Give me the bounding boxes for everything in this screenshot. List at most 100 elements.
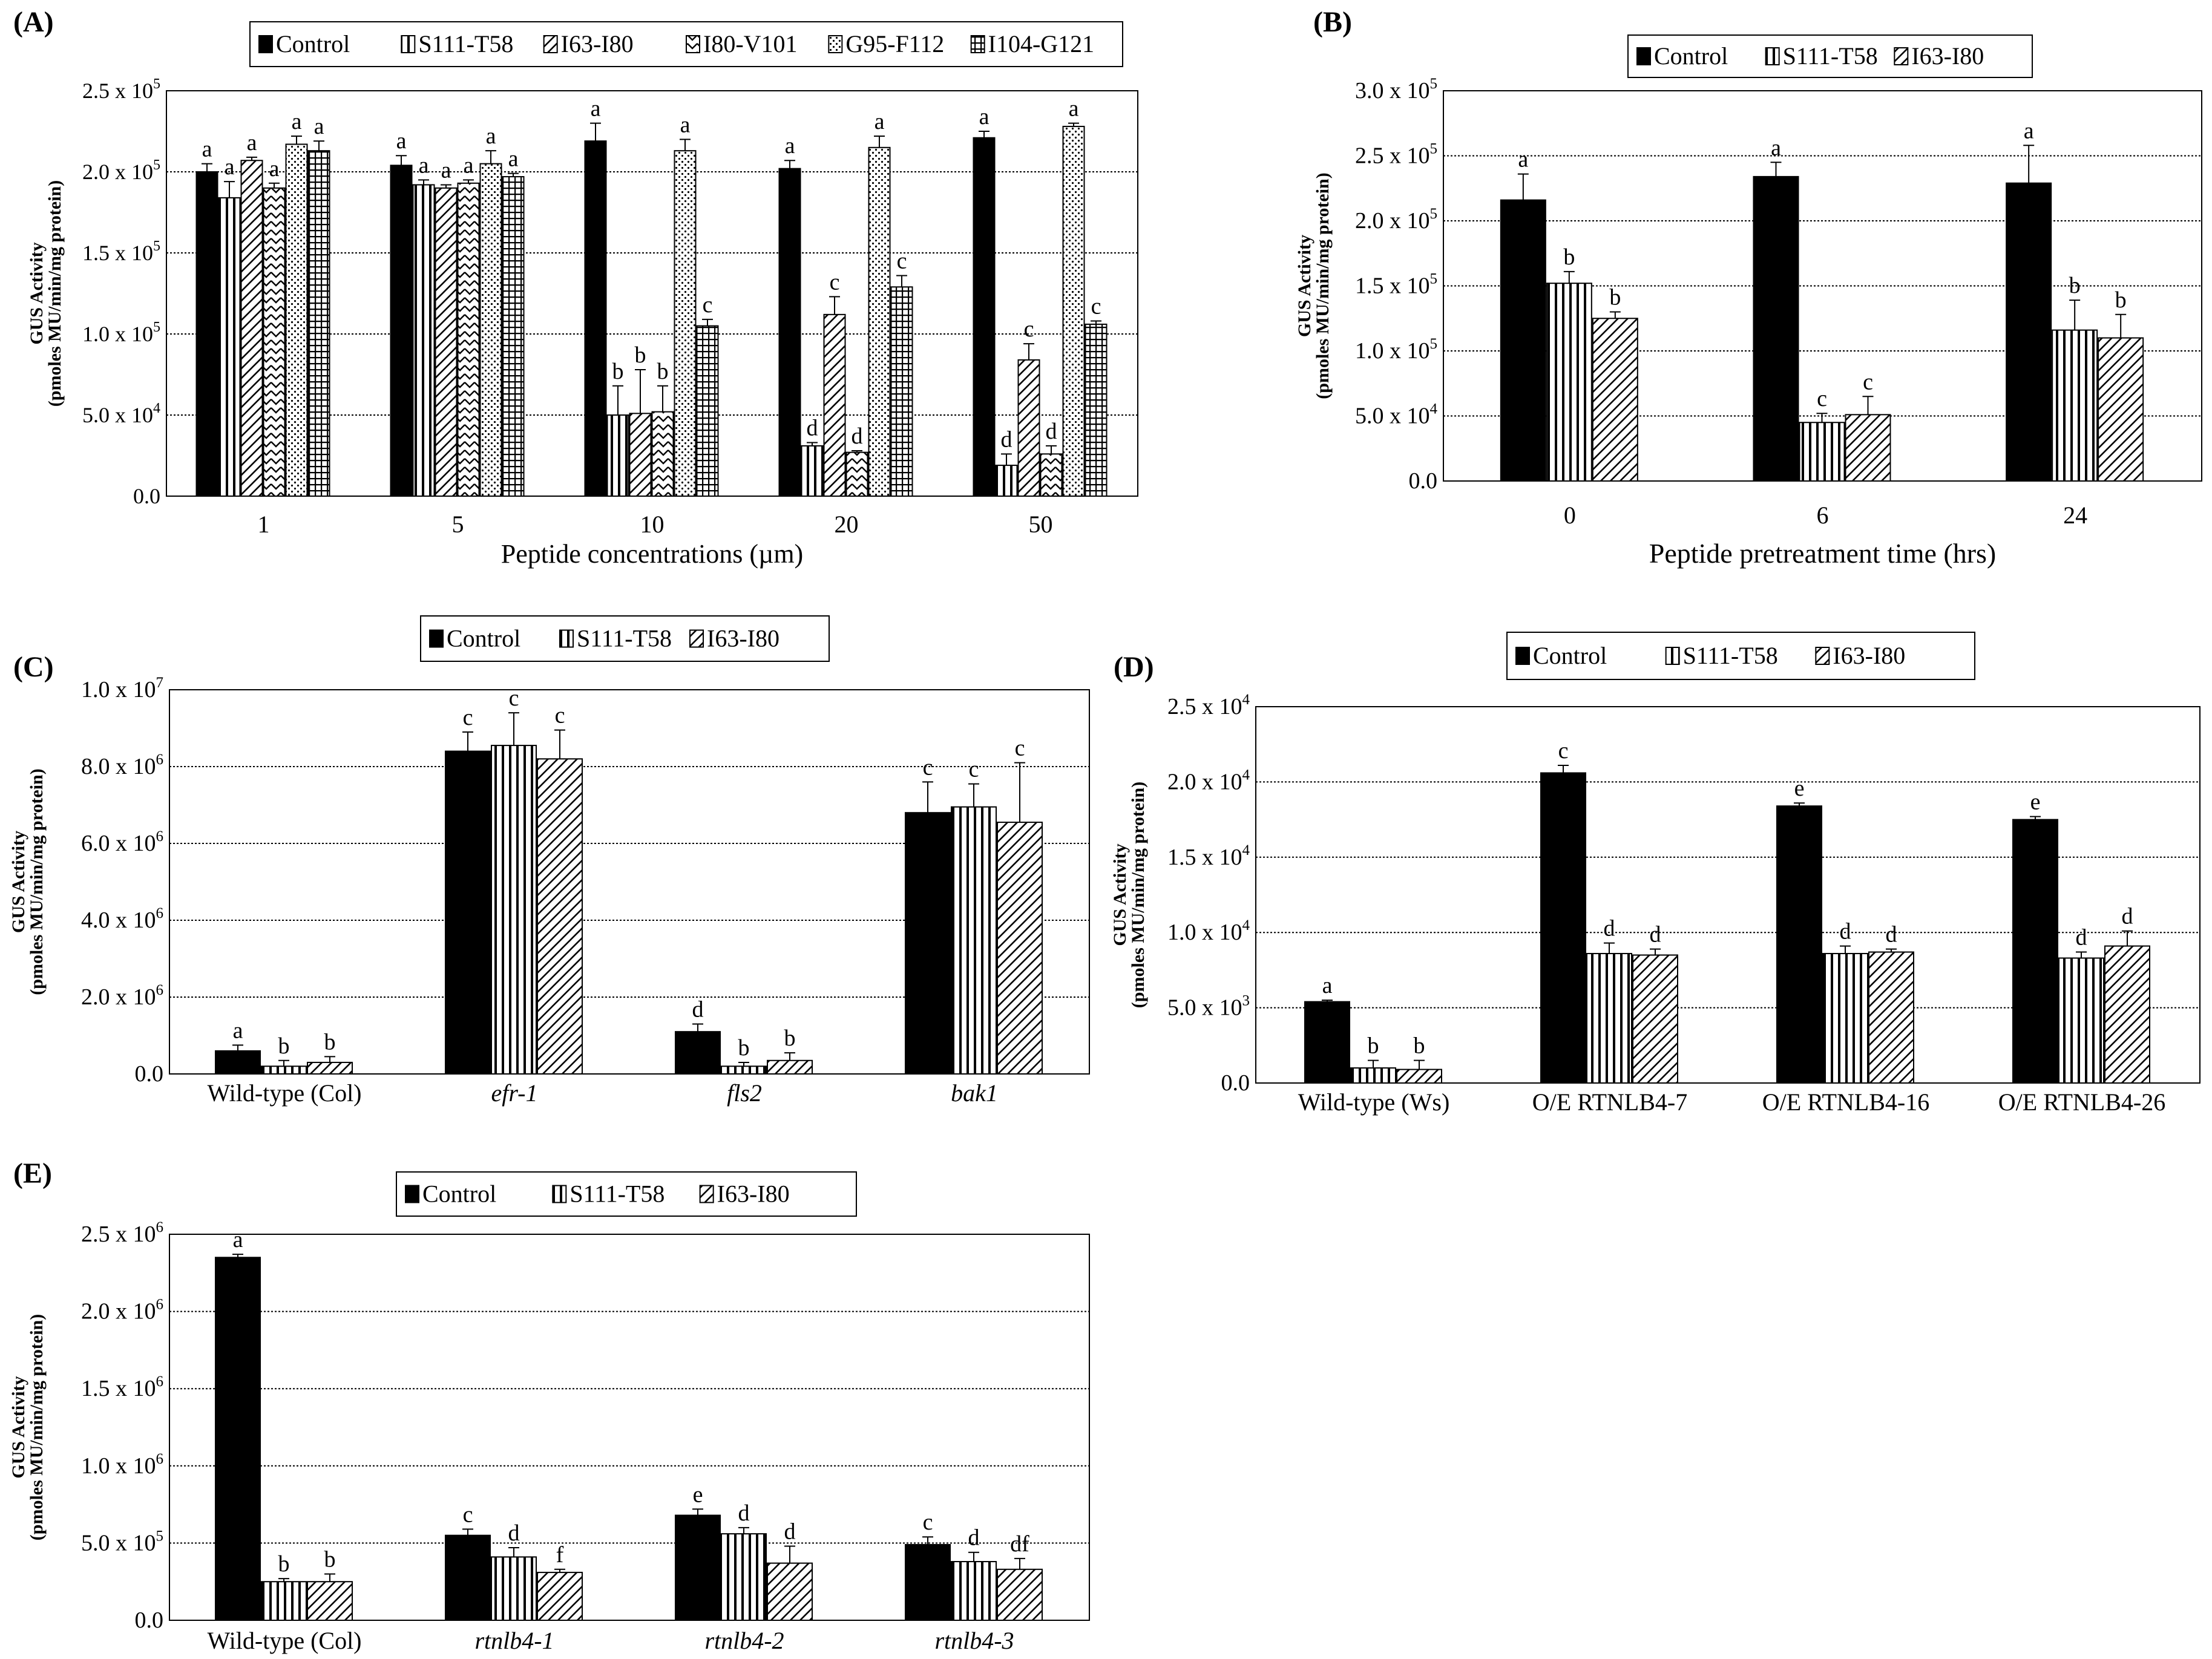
error-bar (202, 163, 212, 172)
x-tick-label: O/E RTNLB4-26 (1998, 1088, 2165, 1116)
error-bar (396, 155, 407, 166)
bar-s111-t58-efr-1 (491, 745, 537, 1075)
error-bar (1770, 162, 1782, 177)
y-axis-label-line2: (pmoles MU/min/mg protein) (27, 1314, 47, 1540)
panel-label: (C) (13, 651, 54, 683)
legend-label-i104-g121: I104-G121 (988, 30, 1095, 57)
bar-i63-i80-o-e-rtnlb4-26 (2104, 945, 2150, 1084)
y-tick-label: 1.5 x 104 (1167, 842, 1250, 870)
error-bar (246, 156, 257, 161)
legend-label-i63-i80: I63-I80 (707, 625, 779, 652)
error-bar (738, 1526, 749, 1534)
bar-control-6 (1753, 175, 1799, 482)
significance-letter: c (463, 705, 473, 730)
x-tick-label: 10 (640, 511, 665, 538)
significance-letter: e (1794, 776, 1805, 801)
bar-control-o-e-rtnlb4-26 (2012, 819, 2058, 1084)
y-tick-label: 0.0 (135, 1061, 164, 1087)
x-tick-label: O/E RTNLB4-16 (1762, 1088, 1929, 1116)
bar-control-1 (195, 171, 218, 497)
error-bar (922, 781, 933, 813)
y-axis-label-line1: GUS Activity (1295, 235, 1314, 337)
bar-control-wild-type-col (215, 1050, 261, 1075)
panel-b: (B) a a a b c b b c b 0.0 5.0 x 104 1.0 x 105 1.5 x 1… (1295, 6, 2202, 569)
error-bar (1609, 311, 1621, 319)
bar-control-24 (2006, 182, 2052, 482)
legend: Control S111-T58 I63-I80 I80-V101 G95-F112 I1… (249, 21, 1123, 67)
significance-letter: d (738, 1500, 750, 1526)
significance-letter: a (396, 128, 407, 154)
significance-letter: a (2024, 118, 2034, 143)
legend-box (1627, 34, 2033, 78)
significance-letter: d (852, 424, 863, 449)
bar-i63-i80-efr-1 (537, 758, 583, 1075)
error-bar (1014, 762, 1025, 823)
y-tick-label: 2.0 x 106 (81, 982, 163, 1010)
y-tick-label: 4.0 x 106 (81, 905, 163, 933)
significance-letter: a (441, 157, 451, 183)
significance-letter: d (692, 996, 704, 1022)
error-bar (590, 122, 601, 142)
bar-s111-t58-rtnlb4-2 (721, 1533, 767, 1621)
error-bar (1563, 270, 1575, 284)
significance-letter: a (1771, 135, 1781, 160)
significance-letter: d (784, 1519, 796, 1545)
y-tick-label: 2.5 x 105 (82, 76, 160, 103)
legend-label-i80-v101: I80-V101 (703, 30, 798, 57)
bar-i104-g121-1 (307, 150, 330, 497)
error-bar (485, 150, 496, 164)
legend: Control S111-T58 I63-I80 (420, 615, 830, 662)
significance-letter: c (1863, 369, 1873, 394)
y-tick-label: 5.0 x 104 (1355, 401, 1438, 429)
significance-letter: b (612, 359, 624, 384)
error-bar (784, 160, 795, 169)
y-axis-label-line2: (pmoles MU/min/mg protein) (1128, 782, 1148, 1008)
error-bar (807, 442, 818, 446)
y-axis-label-line2: (pmoles MU/min/mg protein) (1313, 172, 1333, 399)
legend-swatch-control (405, 1185, 419, 1203)
y-tick-label: 1.0 x 107 (81, 675, 163, 702)
legend-label-g95-f112: G95-F112 (845, 30, 944, 57)
bar-s111-t58-o-e-rtnlb4-26 (2058, 957, 2104, 1084)
error-bar (1046, 445, 1057, 454)
y-tick-label: 6.0 x 106 (81, 828, 163, 856)
x-tick-label: 20 (835, 511, 859, 538)
y-tick-label: 2.5 x 104 (1167, 692, 1250, 719)
significance-letter: c (1558, 738, 1569, 764)
significance-letter: c (969, 757, 979, 782)
legend-swatch-control (1636, 47, 1651, 65)
bar-i63-i80-5 (435, 187, 458, 497)
error-bar (1816, 413, 1828, 423)
significance-letter: a (292, 109, 302, 134)
significance-letter: a (419, 152, 429, 178)
legend-label-i63-i80: I63-I80 (717, 1180, 790, 1208)
error-bar (1886, 948, 1897, 952)
error-bar (1794, 802, 1805, 807)
bar-i104-g121-50 (1085, 323, 1108, 497)
bar-s111-t58-wild-type-col (261, 1065, 307, 1075)
significance-letter: a (785, 133, 795, 159)
bar-s111-t58-20 (801, 445, 824, 497)
y-tick-label: 2.5 x 106 (81, 1219, 163, 1247)
error-bar (2030, 816, 2041, 820)
legend-label-control: Control (422, 1180, 496, 1208)
error-bar (324, 1056, 335, 1062)
legend-label-s111-t58: S111-T58 (418, 30, 513, 57)
bar-i63-i80-o-e-rtnlb4-7 (1632, 954, 1678, 1084)
x-tick-label: fls2 (727, 1079, 762, 1107)
plot-frame (169, 689, 1090, 1075)
error-bar (874, 136, 885, 148)
significance-letter: a (875, 109, 885, 134)
significance-letter: c (555, 703, 565, 728)
significance-letter: b (1563, 244, 1575, 270)
bar-g95-f112-10 (674, 150, 697, 497)
significance-letter: a (1069, 96, 1079, 122)
legend-swatch-s111-t58 (401, 35, 416, 53)
legend-label-s111-t58: S111-T58 (577, 625, 672, 652)
significance-letter: b (738, 1035, 750, 1061)
bar-i63-i80-0 (1592, 318, 1638, 482)
error-bar (508, 172, 519, 177)
panel-label: (D) (1114, 651, 1154, 683)
bar-s111-t58-5 (412, 184, 435, 497)
